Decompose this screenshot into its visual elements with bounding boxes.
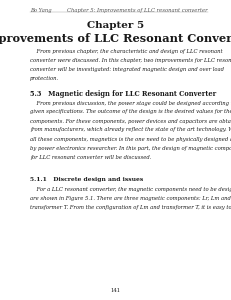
Text: components. For these components, power devices and capacitors are obtained: components. For these components, power … <box>30 118 231 124</box>
Text: protection.: protection. <box>30 76 59 81</box>
Text: by power electronics researcher. In this part, the design of magnetic component: by power electronics researcher. In this… <box>30 146 231 151</box>
Text: Chapter 5: Improvements of LLC resonant converter: Chapter 5: Improvements of LLC resonant … <box>67 8 208 14</box>
Text: 5.1.1   Discrete design and issues: 5.1.1 Discrete design and issues <box>30 177 143 182</box>
Text: all these components, magnetics is the one need to be physically designed and bu: all these components, magnetics is the o… <box>30 136 231 142</box>
Text: converter will be investigated: integrated magnetic design and over load: converter will be investigated: integrat… <box>30 67 224 72</box>
Text: From previous chapter, the characteristic and design of LLC resonant: From previous chapter, the characteristi… <box>30 49 223 54</box>
Text: 141: 141 <box>110 287 121 292</box>
Text: Bo Yang: Bo Yang <box>30 8 52 14</box>
Text: For a LLC resonant converter, the magnetic components need to be designed: For a LLC resonant converter, the magnet… <box>30 187 231 192</box>
Text: From previous discussion, the power stage could be designed according to the: From previous discussion, the power stag… <box>30 100 231 106</box>
Text: for LLC resonant converter will be discussed.: for LLC resonant converter will be discu… <box>30 154 151 160</box>
Text: transformer T. From the configuration of Lm and transformer T, it is easy to bui: transformer T. From the configuration of… <box>30 205 231 210</box>
Text: are shown in Figure 5.1. There are three magnetic components: Lr, Lm and: are shown in Figure 5.1. There are three… <box>30 196 231 201</box>
Text: from manufacturers, which already reflect the state of the art technology. Withi: from manufacturers, which already reflec… <box>30 128 231 133</box>
Text: 5.3   Magnetic design for LLC Resonant Converter: 5.3 Magnetic design for LLC Resonant Con… <box>30 90 216 98</box>
Text: Improvements of LLC Resonant Converter: Improvements of LLC Resonant Converter <box>0 33 231 44</box>
Text: given specifications. The outcome of the design is the desired values for the: given specifications. The outcome of the… <box>30 110 231 115</box>
Text: Chapter 5: Chapter 5 <box>87 21 144 30</box>
Text: converter were discussed. In this chapter, two improvements for LLC resonant: converter were discussed. In this chapte… <box>30 58 231 63</box>
